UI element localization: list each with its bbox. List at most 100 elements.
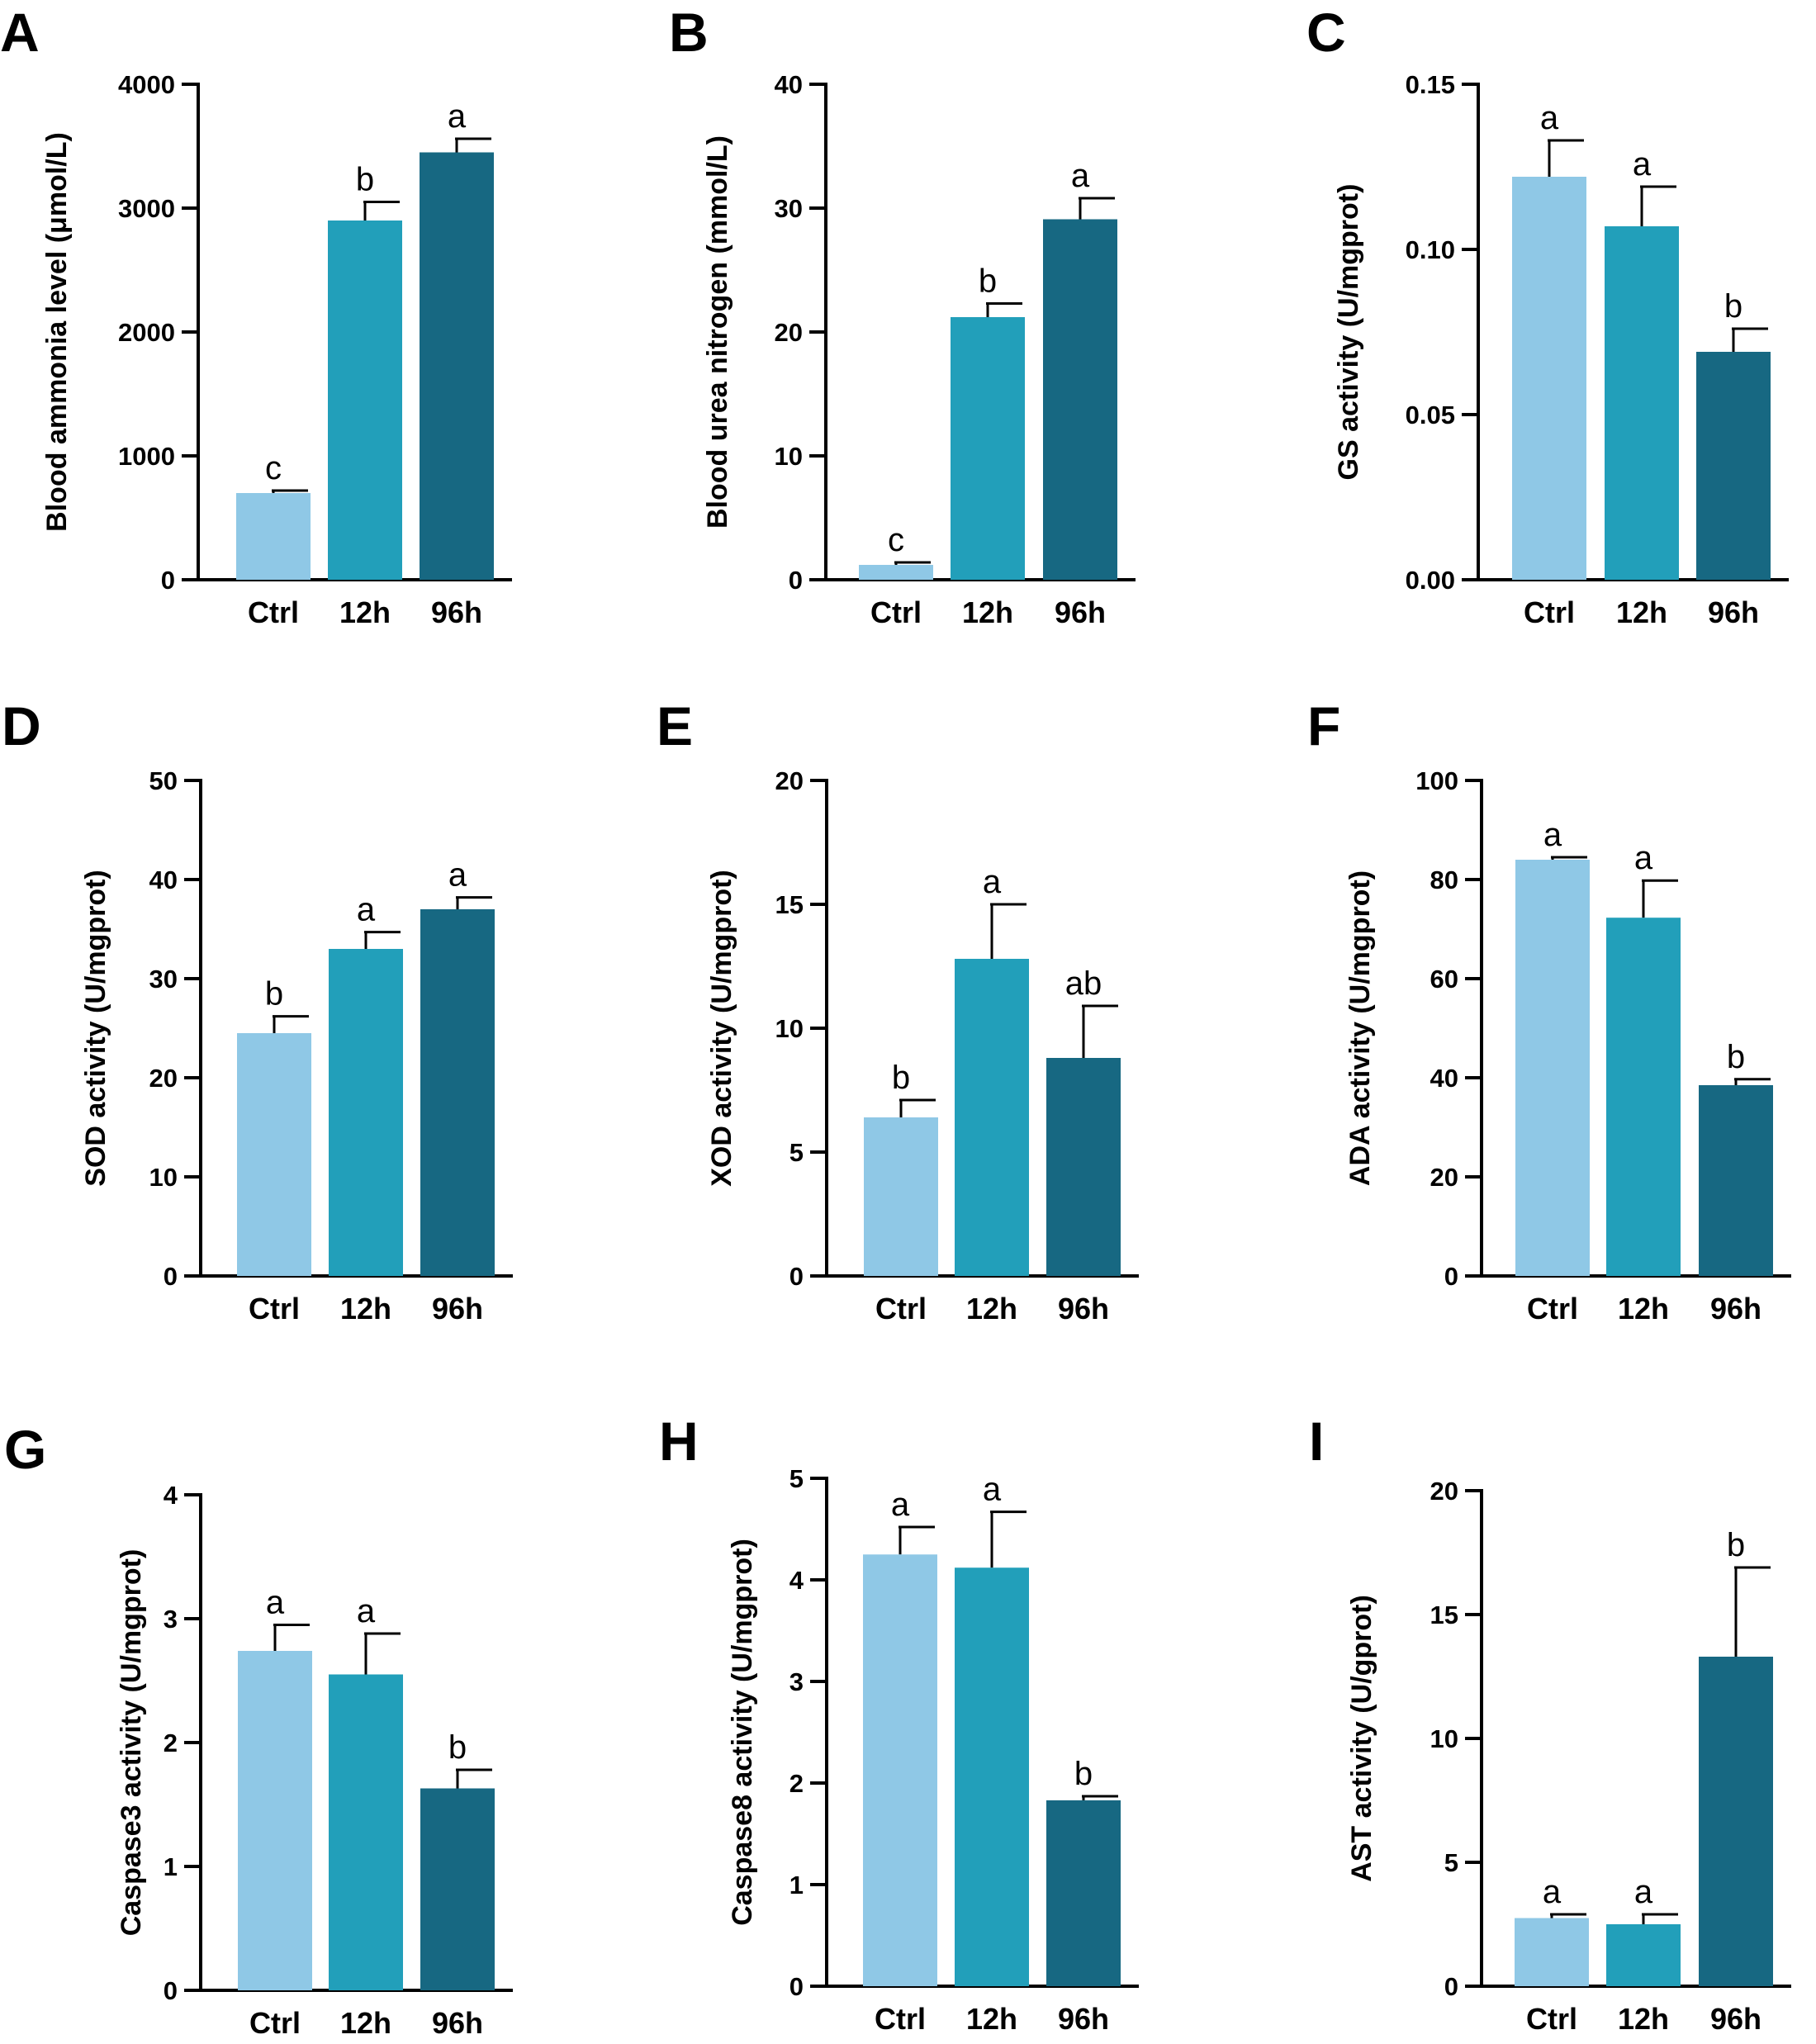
significance-label: a [266,1585,285,1621]
significance-label: b [979,263,997,300]
significance-label: a [983,1472,1002,1508]
significance-label: a [357,1593,376,1629]
y-tick-label: 0.15 [1406,70,1455,99]
y-tick-label: 10 [775,442,803,471]
x-tick-label: 12h [966,2002,1017,2036]
panel-e: E XOD activity (U/mgprot) 0 5 10 15 20 b Ctrl a 12… [657,695,1139,1326]
y-tick-label: 4000 [118,70,175,99]
bar-96h [420,152,494,580]
significance-label: a [1634,840,1653,876]
panel-letter: A [0,2,40,63]
x-tick-label: 96h [1058,2002,1109,2036]
y-axis-label: SOD activity (U/mgprot) [80,870,111,1186]
x-tick-label: 96h [1710,1292,1761,1326]
bar-12h [1605,226,1679,580]
y-tick-label: 0.00 [1406,566,1455,595]
y-tick-label: 0 [789,566,803,595]
y-tick-label: 0.05 [1406,401,1455,429]
bar-ctrl [863,1554,937,1986]
panel-letter: H [659,1411,699,1472]
significance-label: c [265,450,282,486]
y-tick-label: 3 [789,1667,804,1696]
panel-letter: G [4,1419,46,1480]
significance-label: a [448,857,467,894]
y-tick-label: 30 [149,965,178,994]
x-tick-label: Ctrl [1527,1292,1578,1326]
bar-96h [420,909,495,1276]
significance-label: a [983,864,1002,900]
y-tick-label: 0.10 [1406,235,1455,264]
y-tick-label: 80 [1430,865,1458,894]
x-tick-label: Ctrl [870,595,922,629]
x-tick-label: Ctrl [249,1292,300,1326]
significance-label: a [1071,158,1090,194]
bar-ctrl [1512,177,1586,580]
y-tick-label: 5 [1444,1848,1458,1877]
y-tick-label: 0 [1444,1972,1458,2001]
y-tick-label: 2000 [118,318,175,347]
significance-label: c [888,522,904,558]
y-axis-label: Caspase8 activity (U/mgprot) [727,1539,758,1926]
significance-label: b [1724,288,1743,325]
x-tick-label: 96h [1055,595,1106,629]
significance-label: a [891,1487,910,1523]
panel-letter: D [2,695,41,756]
panel-letter: E [657,695,693,756]
y-tick-label: 0 [161,566,175,595]
significance-label: a [1634,1874,1653,1910]
x-tick-label: 96h [432,2006,483,2040]
significance-label: a [1633,146,1652,183]
significance-label: a [448,98,467,135]
panel-a: A Blood ammonia level (μmol/L) 0 1000 2000 30… [0,2,512,629]
panel-letter: I [1309,1411,1324,1472]
y-tick-label: 40 [149,865,178,894]
bar-ctrl [864,1117,938,1276]
bar-ctrl [859,565,933,580]
significance-label: a [1543,1874,1562,1910]
y-axis-label: ADA activity (U/mgprot) [1344,870,1376,1186]
y-tick-label: 30 [775,194,803,223]
panel-h: H Caspase8 activity (U/mgprot) 0 1 2 3 4 5 a Ctrl… [659,1411,1139,2036]
y-tick-label: 20 [1430,1477,1458,1506]
significance-label: b [1727,1527,1745,1563]
y-tick-label: 50 [149,766,178,795]
x-tick-label: Ctrl [1524,595,1575,629]
bar-12h [329,949,403,1276]
y-tick-label: 0 [164,1976,178,2005]
y-axis-label: Blood ammonia level (μmol/L) [41,132,73,532]
y-tick-label: 15 [775,890,804,919]
y-tick-label: 10 [775,1014,804,1043]
x-tick-label: 96h [1058,1292,1109,1326]
significance-label: a [1540,100,1559,136]
y-axis-label: AST activity (U/gprot) [1346,1595,1377,1882]
significance-label: ab [1065,965,1102,1002]
panel-letter: B [669,2,709,63]
x-tick-label: 12h [340,2006,391,2040]
x-tick-label: 12h [339,595,391,629]
bar-ctrl [236,493,311,580]
y-tick-label: 60 [1430,965,1458,994]
bar-96h [1046,1058,1121,1276]
bar-96h [420,1788,495,1990]
y-tick-label: 0 [789,1262,804,1291]
bar-12h [951,317,1025,580]
x-tick-label: Ctrl [248,595,299,629]
y-tick-label: 4 [789,1566,804,1595]
bar-ctrl [1515,1918,1589,1986]
x-tick-label: 12h [962,595,1013,629]
panel-letter: C [1306,2,1346,63]
y-tick-label: 40 [775,70,803,99]
bar-ctrl [238,1651,312,1990]
x-tick-label: Ctrl [875,2002,926,2036]
x-tick-label: 12h [1616,595,1667,629]
bar-ctrl [1515,860,1590,1276]
y-axis-label: XOD activity (U/mgprot) [706,870,737,1186]
y-tick-label: 3000 [118,194,175,223]
significance-label: b [265,976,283,1013]
y-tick-label: 1000 [118,442,175,471]
y-axis-label: Caspase3 activity (U/mgprot) [116,1549,147,1937]
bar-96h [1699,1085,1773,1276]
x-tick-label: 96h [432,1292,483,1326]
panel-letter: F [1307,695,1340,756]
